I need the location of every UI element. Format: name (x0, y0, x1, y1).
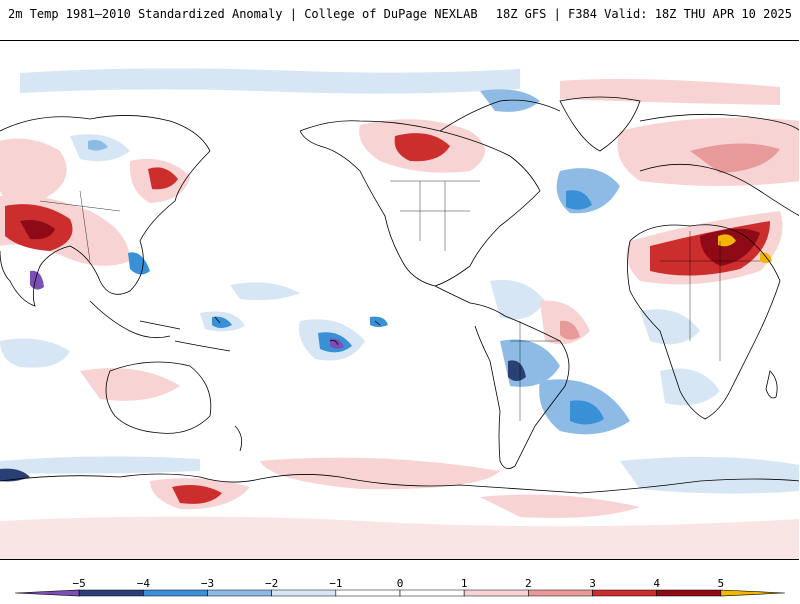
colorbar-bin (14, 589, 80, 597)
colorbar-bin (143, 589, 208, 597)
map-header: 2m Temp 1981–2010 Standardized Anomaly |… (0, 0, 800, 40)
colorbar-tick-label: −3 (200, 577, 215, 590)
product-title: 2m Temp 1981–2010 Standardized Anomaly |… (8, 7, 478, 21)
colorbar-bin (78, 589, 144, 597)
valid-time-title: 18Z GFS | F384 Valid: 18Z THU APR 10 202… (495, 7, 792, 21)
political-borders (39, 180, 760, 421)
colorbar-bin (592, 589, 657, 597)
anomaly-shading (0, 68, 799, 559)
colorbar-tick-label: 5 (717, 577, 725, 590)
colorbar-tick-label: 2 (525, 577, 532, 590)
colorbar-bin (399, 589, 465, 597)
colorbar-tick-label: 3 (589, 577, 596, 590)
colorbar-tick-label: −4 (136, 577, 150, 590)
colorbar-bin (720, 589, 786, 597)
coastlines (0, 96, 799, 494)
colorbar-bin (207, 589, 272, 597)
colorbar-bin (335, 589, 401, 597)
colorbar-tick-label: 1 (460, 577, 468, 590)
colorbar-tick-label: 4 (653, 577, 660, 590)
colorbar-svg (14, 589, 786, 597)
colorbar-bin (528, 589, 593, 597)
colorbar-tick-label: −5 (72, 577, 86, 590)
colorbar-bin (463, 589, 529, 597)
colorbar-bin (271, 589, 337, 597)
colorbar-tick-label: 0 (396, 577, 404, 590)
colorbar-bin (656, 589, 722, 597)
colorbar-tick-label: −1 (329, 577, 343, 590)
anomaly-map-canvas (0, 68, 799, 559)
anomaly-map[interactable] (0, 40, 799, 560)
colorbar-tick-label: −2 (265, 577, 279, 590)
colorbar-legend (0, 566, 800, 600)
